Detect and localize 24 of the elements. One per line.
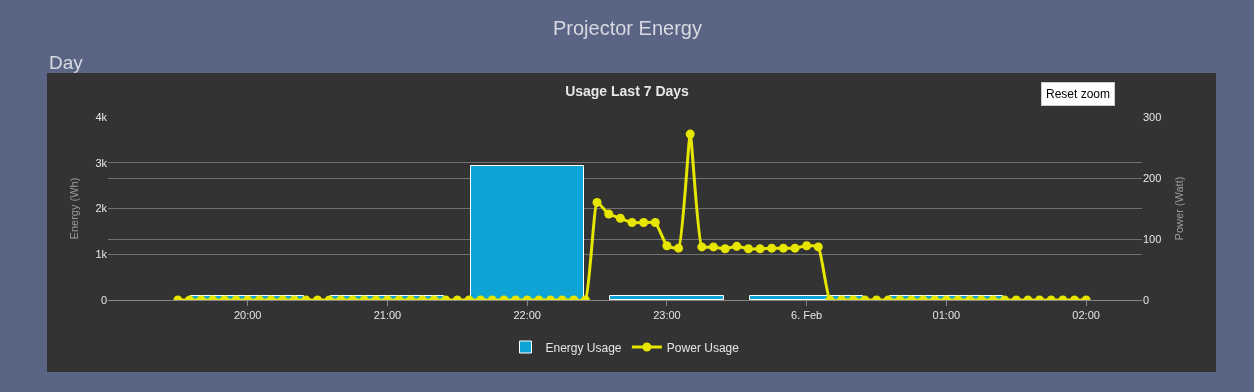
- y2-tick-label: 300: [1143, 110, 1162, 123]
- x-tick-label: 6. Feb: [791, 309, 823, 322]
- y-tick-label: 4k: [95, 110, 108, 123]
- y2-tick-label: 100: [1143, 232, 1162, 245]
- chart-title: Usage Last 7 Days: [565, 82, 690, 99]
- y-tick-label: 3k: [95, 156, 108, 169]
- x-tick-label: 21:00: [373, 309, 402, 322]
- legend-label: Power Usage: [666, 340, 740, 355]
- y-axis-title: Energy (Wh): [68, 177, 81, 240]
- legend-label: Energy Usage: [545, 340, 622, 355]
- x-tick-label: 20:00: [233, 309, 262, 322]
- x-tick-label: 02:00: [1072, 309, 1100, 322]
- y2-axis-title: Power (Watt): [1172, 176, 1185, 241]
- y2-tick-label: 200: [1143, 171, 1162, 184]
- text: Day: [49, 52, 84, 73]
- y2-tick-label: 0: [1143, 293, 1150, 306]
- x-tick-label: 22:00: [513, 309, 541, 322]
- y-tick-label: 0: [100, 293, 107, 306]
- y-tick-label: 1k: [95, 248, 108, 261]
- text: Reset zoom: [1046, 87, 1111, 101]
- x-tick-label: 01:00: [932, 309, 961, 322]
- x-tick-label: 23:00: [653, 309, 681, 322]
- text: Projector Energy: [553, 17, 702, 39]
- y-tick-label: 2k: [95, 202, 108, 215]
